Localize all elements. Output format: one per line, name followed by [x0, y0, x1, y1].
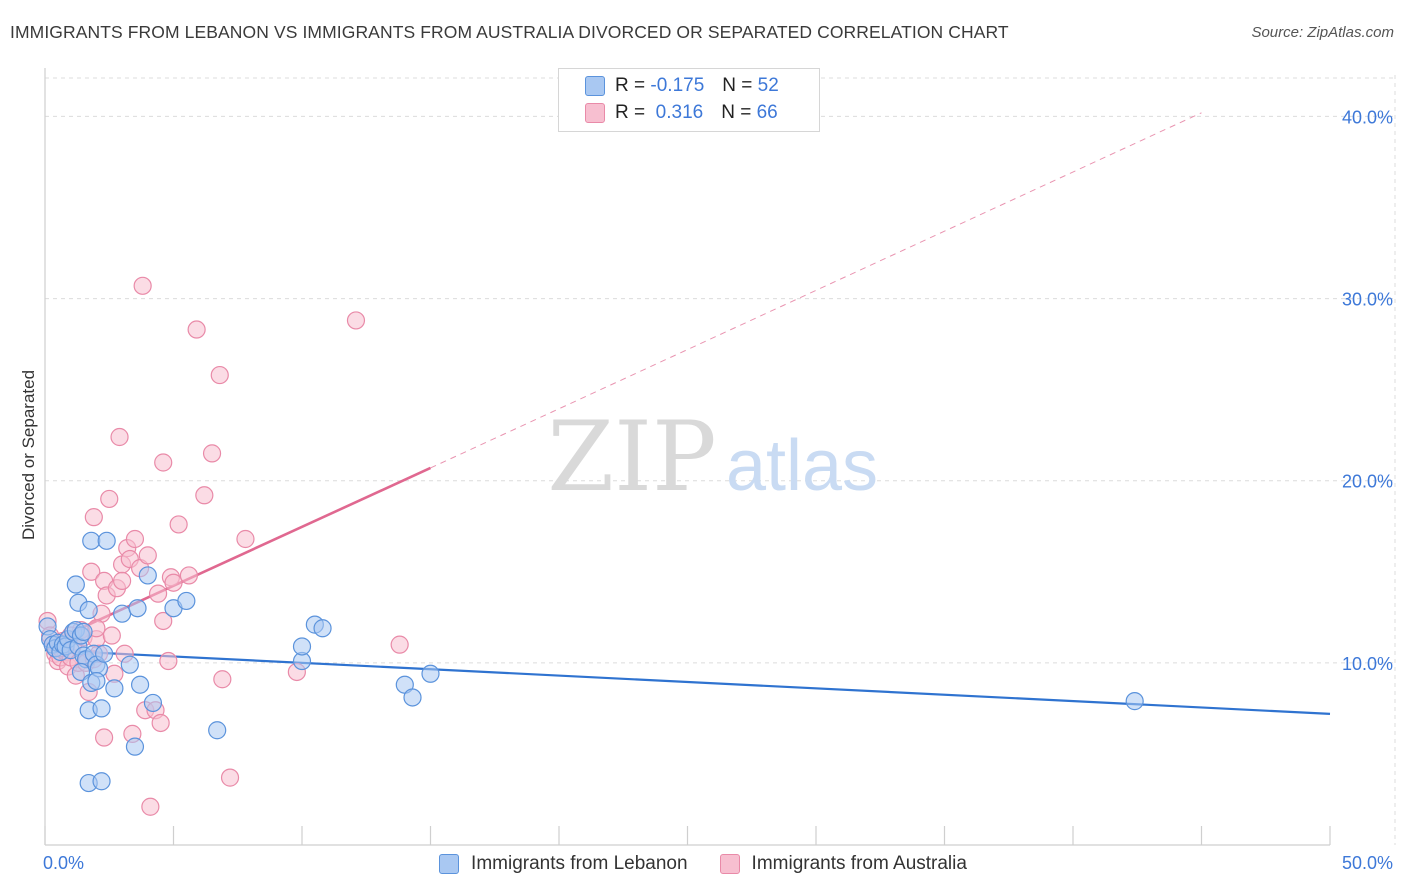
point-lebanon: [125, 737, 145, 756]
legend-r-label: R =: [615, 75, 646, 96]
x-tick-label: 50.0%: [1342, 853, 1393, 873]
point-lebanon: [138, 566, 157, 585]
point-australia: [82, 562, 101, 581]
point-lebanon: [292, 637, 312, 656]
point-australia: [84, 508, 103, 527]
y-tick-label: 30.0%: [1342, 290, 1393, 310]
point-australia: [110, 427, 129, 447]
legend-r-value: -0.175: [650, 75, 705, 96]
point-australia: [112, 571, 132, 590]
legend-swatch-lebanon: [439, 854, 460, 874]
grid-lines: [45, 75, 1396, 845]
stats-legend: R = -0.175 N = 52 R = 0.316 N = 66: [558, 68, 820, 132]
legend-swatch-australia: [719, 854, 740, 874]
legend-swatch-lebanon: [585, 76, 605, 96]
point-lebanon: [95, 644, 114, 663]
point-australia: [151, 713, 170, 733]
point-lebanon: [105, 679, 124, 698]
point-australia: [236, 529, 255, 549]
point-lebanon: [130, 675, 150, 694]
point-lebanon: [112, 604, 132, 623]
point-lebanon: [97, 531, 116, 550]
point-lebanon: [79, 600, 98, 620]
point-lebanon: [313, 619, 332, 638]
point-australia: [125, 529, 145, 549]
point-australia: [154, 453, 173, 472]
point-australia: [141, 797, 160, 816]
point-australia: [213, 670, 232, 689]
point-australia: [102, 626, 121, 645]
point-australia: [195, 486, 214, 505]
watermark-atlas: atlas: [726, 426, 878, 506]
y-tick-label: 20.0%: [1342, 472, 1393, 492]
y-axis-label: Divorced or Separated: [19, 370, 38, 540]
legend-n-value: 52: [757, 75, 779, 96]
point-australia: [159, 651, 178, 671]
point-australia: [346, 311, 366, 330]
legend-n-value: 66: [756, 102, 778, 123]
point-australia: [179, 566, 199, 585]
point-lebanon: [177, 591, 196, 611]
series-legend: Immigrants from Lebanon Immigrants from …: [0, 850, 1406, 878]
point-lebanon: [92, 772, 111, 791]
point-lebanon: [66, 575, 85, 594]
legend-r-value: 0.316: [650, 102, 704, 123]
data-points: [38, 276, 1144, 816]
point-australia: [187, 320, 206, 339]
point-australia: [100, 489, 119, 509]
point-lebanon: [120, 655, 139, 674]
legend-row-australia: R = 0.316 N = 66: [585, 101, 778, 125]
point-australia: [169, 515, 188, 534]
point-australia: [202, 444, 222, 463]
point-lebanon: [208, 721, 227, 740]
point-australia: [148, 584, 168, 603]
point-lebanon: [128, 599, 147, 618]
point-lebanon: [74, 622, 93, 641]
legend-n-label: N =: [721, 102, 752, 123]
point-lebanon: [92, 699, 111, 718]
legend-row-lebanon: R = -0.175 N = 52: [585, 74, 779, 98]
source-label: Source: ZipAtlas.com: [1251, 24, 1394, 41]
point-australia: [95, 728, 114, 747]
legend-label-australia: Immigrants from Australia: [751, 853, 967, 874]
point-lebanon: [143, 693, 163, 713]
trend-line-australia-extension: [430, 112, 1202, 469]
point-lebanon: [421, 664, 440, 683]
point-australia: [133, 276, 152, 295]
legend-swatch-australia: [585, 103, 605, 123]
y-tick-label: 40.0%: [1342, 107, 1393, 127]
point-australia: [210, 365, 229, 385]
point-australia: [154, 611, 173, 631]
tick-labels: 10.0% 20.0% 30.0% 40.0% 0.0% 50.0%: [43, 107, 1393, 873]
point-lebanon: [403, 688, 422, 707]
trend-line-lebanon: [44, 649, 1331, 715]
legend-label-lebanon: Immigrants from Lebanon: [471, 853, 688, 874]
point-australia: [164, 573, 183, 592]
chart-title: IMMIGRANTS FROM LEBANON VS IMMIGRANTS FR…: [10, 22, 1009, 42]
point-australia: [220, 768, 240, 787]
point-lebanon: [87, 671, 106, 691]
x-tick-label: 0.0%: [43, 853, 84, 873]
watermark-zip: ZIP: [547, 401, 716, 513]
point-australia: [390, 635, 409, 654]
legend-item-lebanon[interactable]: Immigrants from Lebanon: [439, 853, 688, 875]
point-lebanon: [1125, 692, 1144, 711]
legend-r-label: R =: [615, 102, 646, 123]
axes: [44, 68, 1331, 846]
legend-n-label: N =: [722, 75, 753, 96]
point-lebanon: [82, 531, 101, 550]
legend-item-australia[interactable]: Immigrants from Australia: [719, 853, 967, 875]
y-tick-label: 10.0%: [1342, 654, 1393, 674]
point-australia: [138, 546, 157, 565]
watermark: ZIP atlas: [547, 401, 878, 513]
